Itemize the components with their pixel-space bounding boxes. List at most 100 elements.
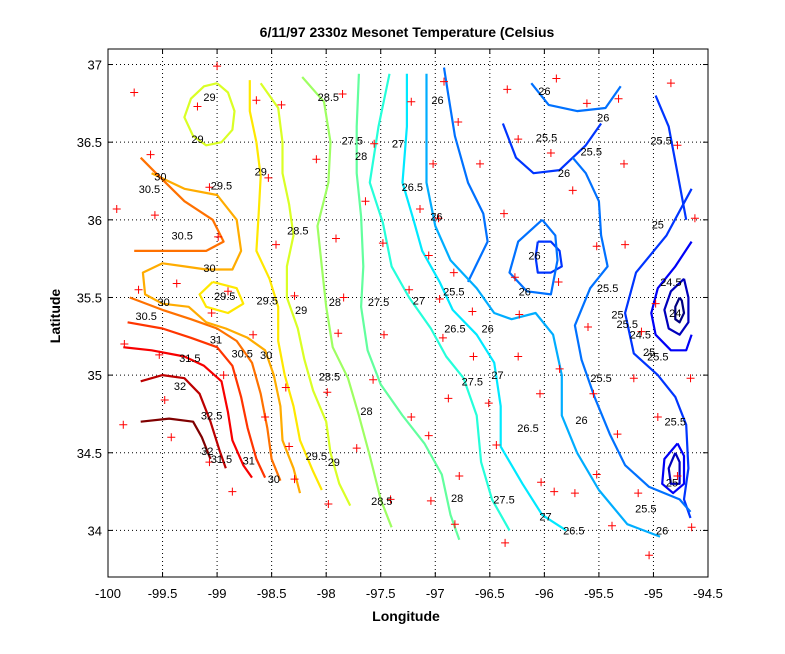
contour-label: 26.5 (563, 525, 584, 537)
y-tick-label: 36 (88, 213, 102, 228)
contour-line (571, 156, 692, 513)
contour-label: 30.5 (135, 311, 156, 323)
contour-label: 27 (539, 511, 551, 523)
station-marker (454, 117, 463, 126)
contour-label: 24 (669, 308, 681, 320)
station-marker (112, 204, 121, 213)
station-marker (261, 413, 270, 422)
station-marker (130, 88, 139, 97)
station-marker (614, 94, 623, 103)
contour-label: 32 (174, 381, 186, 393)
contour-label: 26 (575, 415, 587, 427)
contour-label: 29 (295, 305, 307, 317)
station-marker (592, 242, 601, 251)
contour-line (663, 278, 690, 336)
station-marker (272, 240, 280, 249)
contour-label: 26.5 (402, 182, 423, 194)
contour-label: 31 (210, 334, 222, 346)
contour-line (401, 73, 567, 532)
station-marker (429, 159, 438, 168)
contour-label: 25.5 (647, 351, 668, 363)
station-marker (249, 330, 258, 339)
contour-label: 25 (652, 219, 664, 231)
contour-label: 32 (201, 446, 213, 458)
station-marker (469, 352, 478, 361)
station-marker (592, 470, 601, 479)
station-marker (686, 374, 695, 383)
y-tick-label: 36.5 (77, 135, 102, 150)
station-marker (690, 214, 699, 223)
station-marker (205, 183, 214, 192)
station-marker (167, 433, 176, 442)
station-marker (444, 394, 453, 403)
y-tick-label: 34 (88, 523, 102, 538)
contour-label: 27 (392, 139, 404, 151)
station-markers (112, 62, 699, 560)
station-marker (621, 240, 630, 249)
contour-label: 30.5 (231, 348, 252, 360)
contour-label: 25.5 (617, 319, 638, 331)
station-marker (450, 520, 459, 529)
station-marker (468, 307, 477, 316)
x-tick-label: -99.5 (148, 586, 178, 601)
station-marker (476, 159, 484, 168)
contour-label: 26 (558, 168, 570, 180)
station-marker (338, 90, 347, 99)
station-marker (193, 102, 202, 111)
contour-label: 27.5 (493, 494, 514, 506)
station-marker (645, 551, 654, 560)
x-tick-label: -98 (317, 586, 336, 601)
x-tick-label: -98.5 (257, 586, 287, 601)
station-marker (332, 234, 340, 243)
station-marker (224, 287, 232, 296)
contour-label: 25.5 (443, 286, 464, 298)
station-marker (438, 333, 447, 342)
contour-line (301, 76, 393, 528)
station-marker (213, 62, 222, 71)
station-marker (416, 204, 424, 213)
station-marker (501, 538, 510, 547)
station-marker (568, 186, 577, 195)
station-marker (252, 96, 261, 105)
station-marker (228, 487, 237, 496)
x-tick-label: -99 (208, 586, 227, 601)
contour-label: 24.5 (660, 277, 681, 289)
station-marker (134, 285, 143, 294)
station-marker (380, 330, 388, 339)
contour-label: 29.5 (306, 451, 327, 463)
station-marker (323, 388, 332, 397)
x-tick-label: -94.5 (693, 586, 723, 601)
station-marker (290, 475, 299, 484)
station-marker (666, 79, 675, 88)
station-marker (424, 431, 433, 440)
contour-line (667, 452, 681, 485)
station-marker (434, 214, 443, 223)
station-marker (160, 395, 169, 404)
contour-line (508, 218, 559, 296)
y-tick-label: 34.5 (77, 446, 102, 461)
contour-label: 30 (260, 350, 272, 362)
station-marker (552, 74, 561, 83)
contour-line (129, 296, 282, 482)
contour-line (123, 346, 253, 479)
station-marker (514, 135, 523, 144)
station-marker (536, 389, 544, 398)
station-marker (424, 251, 433, 260)
contour-label: 30.5 (171, 230, 192, 242)
contour-label: 25.5 (536, 133, 557, 145)
station-marker (312, 155, 321, 164)
x-tick-label: -95 (644, 586, 663, 601)
station-marker (589, 389, 598, 398)
contour-line (248, 80, 323, 491)
contour-label: 26 (430, 212, 442, 224)
station-marker (484, 399, 493, 408)
x-tick-label: -97.5 (366, 586, 396, 601)
contour-label: 27.5 (342, 136, 363, 148)
x-axis-label: Longitude (372, 608, 440, 624)
station-marker (554, 277, 563, 286)
contour-label: 26 (431, 95, 443, 107)
contour-line (127, 321, 267, 479)
contour-label: 24.5 (630, 330, 651, 342)
station-marker (584, 322, 592, 331)
